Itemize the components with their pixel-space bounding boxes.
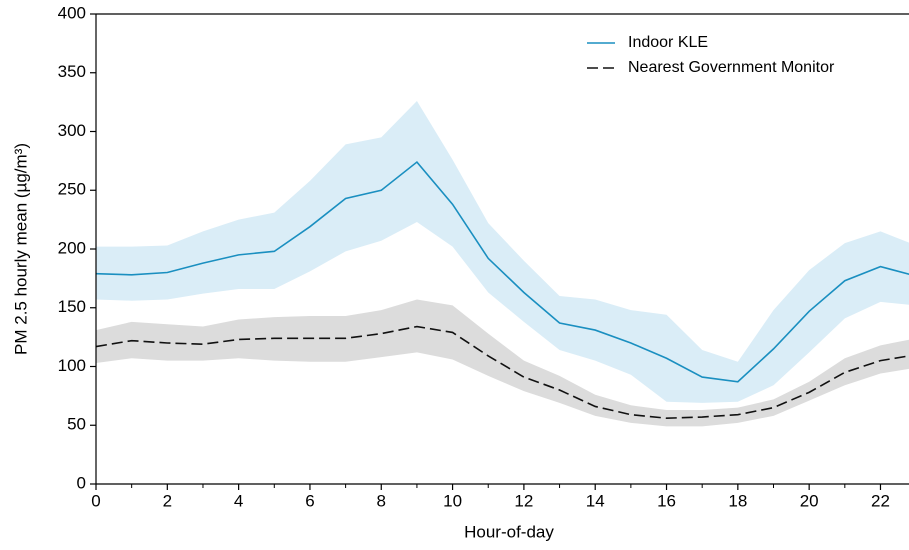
y-tick-label: 150: [58, 297, 86, 316]
y-tick-label: 200: [58, 238, 86, 257]
x-tick-label: 16: [657, 491, 676, 510]
series-line: [96, 325, 909, 420]
x-tick-label: 4: [234, 491, 243, 510]
x-axis-label: Hour-of-day: [464, 522, 554, 541]
x-tick-label: 2: [163, 491, 172, 510]
x-tick-label: 18: [728, 491, 747, 510]
x-tick-label: 8: [377, 491, 386, 510]
x-tick-label: 22: [871, 491, 890, 510]
legend-text: Nearest Government Monitor: [628, 59, 835, 76]
y-tick-label: 250: [58, 180, 86, 199]
y-tick-label: 300: [58, 121, 86, 140]
series-line: [96, 160, 909, 383]
x-tick-label: 0: [91, 491, 100, 510]
y-tick-label: 100: [58, 356, 86, 375]
y-tick-label: 350: [58, 62, 86, 81]
legend-text: Indoor KLE: [628, 34, 708, 51]
y-axis-label: PM 2.5 hourly mean (µg/m³): [11, 143, 30, 355]
plot-area: [96, 100, 909, 427]
x-tick-label: 20: [800, 491, 819, 510]
confidence-band: [96, 100, 909, 403]
x-tick-label: 6: [305, 491, 314, 510]
y-tick-label: 50: [67, 415, 86, 434]
x-tick-label: 12: [514, 491, 533, 510]
x-tick-label: 10: [443, 491, 462, 510]
x-tick-label: 14: [586, 491, 605, 510]
y-tick-label: 400: [58, 3, 86, 22]
confidence-band: [96, 299, 909, 427]
y-tick-label: 0: [77, 473, 86, 492]
